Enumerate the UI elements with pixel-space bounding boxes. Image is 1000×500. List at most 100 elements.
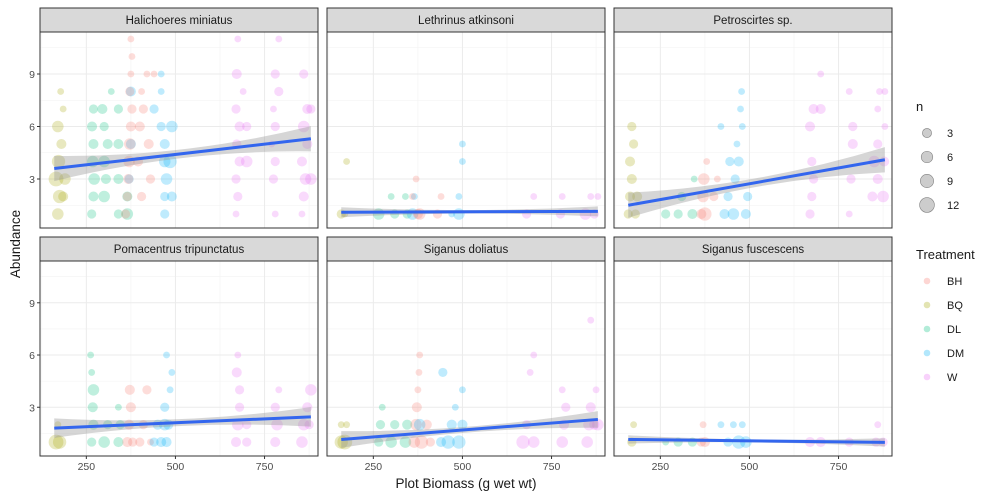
data-point-dm xyxy=(453,208,465,220)
data-point-dl xyxy=(98,436,110,448)
data-point-w xyxy=(234,351,242,359)
data-point-w xyxy=(232,210,240,218)
data-point-dl xyxy=(401,193,409,200)
data-point-w xyxy=(808,174,819,184)
data-point-dl xyxy=(375,420,386,430)
panel-border xyxy=(39,260,319,457)
data-point-dl xyxy=(88,104,99,114)
data-point-bh xyxy=(412,175,420,183)
size-legend-key xyxy=(920,150,934,164)
data-point-dl xyxy=(399,436,412,448)
data-point-bq xyxy=(625,156,636,167)
data-point-bq xyxy=(48,434,64,450)
data-point-dl xyxy=(88,138,99,150)
data-point-bq xyxy=(343,158,351,165)
data-point-w xyxy=(558,193,566,200)
data-point-bh xyxy=(138,104,148,114)
data-point-w xyxy=(592,418,604,431)
data-point-bh xyxy=(411,402,422,413)
treatment-legend-key-w xyxy=(923,373,931,381)
data-point-dl xyxy=(113,209,124,219)
facet-title: Siganus fuscescens xyxy=(702,244,805,256)
data-point-w xyxy=(242,437,252,447)
facet-strip xyxy=(39,236,319,262)
data-point-w xyxy=(846,174,856,184)
x-tick-label: 500 xyxy=(167,461,185,473)
facet-strip xyxy=(326,7,606,33)
data-point-w xyxy=(297,418,310,431)
x-tick-label: 250 xyxy=(365,461,383,473)
data-point-bq xyxy=(57,88,65,95)
data-point-w xyxy=(297,120,310,133)
data-point-dm xyxy=(738,123,746,130)
data-point-bq xyxy=(58,191,69,202)
data-point-dm xyxy=(719,208,730,220)
data-point-dm xyxy=(441,435,455,449)
data-point-w xyxy=(807,156,817,167)
data-point-dm xyxy=(160,173,173,185)
panel-border xyxy=(39,31,319,229)
data-point-w xyxy=(299,69,309,79)
data-point-w xyxy=(231,174,241,184)
data-point-bq xyxy=(52,208,64,220)
data-point-dl xyxy=(378,403,386,411)
data-point-bq xyxy=(629,139,639,149)
data-point-w xyxy=(299,173,312,185)
size-legend-title: n xyxy=(916,99,923,114)
data-point-bh xyxy=(416,351,424,359)
data-point-dl xyxy=(87,437,97,447)
data-point-dm xyxy=(733,140,741,148)
data-point-dl xyxy=(87,351,95,359)
data-point-dm xyxy=(168,369,176,376)
data-point-bq xyxy=(626,173,637,185)
data-point-dm xyxy=(163,351,170,359)
data-point-w xyxy=(845,88,853,95)
data-point-w xyxy=(302,138,313,150)
data-point-dm xyxy=(459,158,466,165)
data-point-w xyxy=(296,436,308,448)
data-point-w xyxy=(242,121,252,132)
data-point-dm xyxy=(413,418,426,431)
data-point-w xyxy=(270,105,277,113)
data-point-bh xyxy=(128,53,136,60)
x-tick-label: 750 xyxy=(256,461,274,473)
data-point-w xyxy=(234,385,245,395)
data-point-bh xyxy=(699,421,707,429)
data-point-dl xyxy=(374,437,384,447)
treatment-legend-label: BH xyxy=(947,276,962,288)
data-point-w xyxy=(298,191,309,202)
data-point-dm xyxy=(451,403,459,411)
data-point-dm xyxy=(159,138,170,150)
data-point-dl xyxy=(385,436,397,448)
facet-strip xyxy=(326,236,606,262)
treatment-legend-key-bq xyxy=(923,301,931,309)
data-point-dl xyxy=(113,138,124,150)
data-point-bq xyxy=(52,120,64,133)
treatment-legend-label: BQ xyxy=(947,300,963,312)
trend-line xyxy=(54,415,311,430)
data-point-w xyxy=(275,35,283,43)
data-point-dl xyxy=(97,103,108,115)
data-point-bh xyxy=(123,173,134,185)
data-point-w xyxy=(817,70,825,78)
data-point-bq xyxy=(54,421,62,429)
data-point-dl xyxy=(113,437,124,448)
data-point-dm xyxy=(730,174,740,184)
data-point-bh xyxy=(142,385,152,395)
x-tick-label: 750 xyxy=(543,461,561,473)
data-point-w xyxy=(306,104,316,114)
data-point-dm xyxy=(156,121,166,132)
data-point-w xyxy=(530,351,538,359)
data-point-w xyxy=(275,386,283,394)
data-point-w xyxy=(231,68,242,80)
data-point-dm xyxy=(160,402,170,412)
data-point-w xyxy=(271,210,279,218)
data-point-dl xyxy=(121,208,134,220)
x-tick-label: 750 xyxy=(830,461,848,473)
data-point-bh xyxy=(125,86,135,97)
data-point-bh xyxy=(122,437,133,448)
data-point-bh xyxy=(410,418,422,431)
data-point-dm xyxy=(740,208,751,220)
facet-title: Lethrinus atkinsoni xyxy=(418,15,514,27)
data-point-w xyxy=(556,436,568,448)
